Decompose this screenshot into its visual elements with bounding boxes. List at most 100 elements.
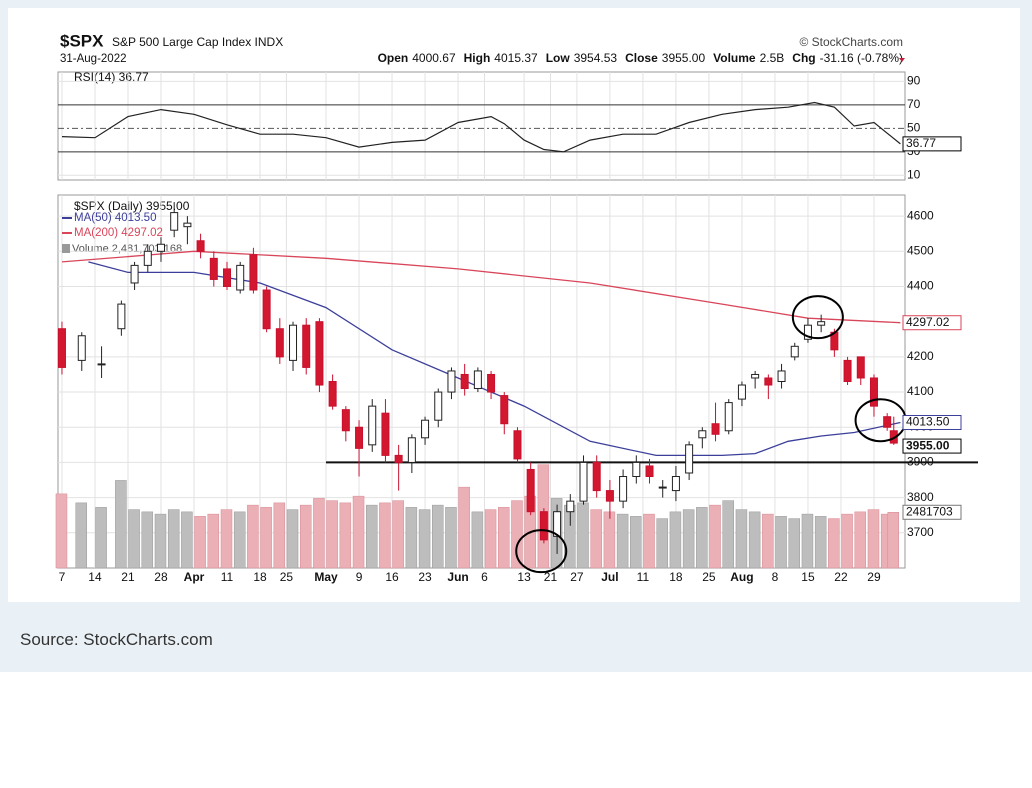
candle-body <box>130 264 139 284</box>
candle-body <box>302 324 311 368</box>
volume-bar <box>511 500 523 569</box>
candle-body <box>711 423 720 435</box>
rsi-tick-label: 70 <box>907 97 921 111</box>
volume-bar <box>392 500 404 569</box>
rsi-tick-label: 50 <box>907 121 921 135</box>
rsi-end-label-box <box>902 136 962 152</box>
x-tick-label: Aug <box>730 570 753 584</box>
volume-bar <box>181 511 193 569</box>
copyright: © StockCharts.com <box>799 35 903 49</box>
y-tick-label: 4500 <box>907 243 934 257</box>
y-tick-label: 4200 <box>907 349 934 363</box>
volume-bar <box>75 502 88 569</box>
volume-bar <box>603 511 616 569</box>
volume-bar <box>577 502 589 569</box>
candle-body <box>183 222 192 228</box>
field-value: -31.16 (-0.78%) <box>820 51 903 65</box>
candle-body <box>566 500 575 513</box>
ma200-label-box <box>902 315 962 331</box>
volume-bar <box>418 509 431 569</box>
field-label: Close <box>625 51 658 65</box>
volume-bar <box>445 507 457 569</box>
candle-body <box>724 402 733 432</box>
x-tick-label: 21 <box>544 570 558 584</box>
candle-body <box>671 476 680 492</box>
candle-body <box>553 511 562 537</box>
volume-bar <box>748 511 761 569</box>
candle-body <box>817 321 826 326</box>
field-value: 3954.53 <box>574 51 618 65</box>
candle-body <box>658 486 667 489</box>
x-tick-label: 16 <box>385 570 399 584</box>
x-tick-label: 21 <box>121 570 135 584</box>
field-value: 4000.67 <box>412 51 456 65</box>
source: Source: StockCharts.com <box>20 630 213 649</box>
volume-bar <box>233 511 246 569</box>
field-value: 4015.37 <box>494 51 538 65</box>
candle-body <box>434 391 443 421</box>
volume-label-box <box>902 504 962 520</box>
legend-entry: MA(50) 4013.50 <box>74 212 156 224</box>
volume-bar <box>95 507 107 569</box>
candle-body <box>262 289 271 330</box>
x-tick-label: 22 <box>834 570 848 584</box>
volume-bar <box>722 500 734 569</box>
y-tick-label: 3800 <box>907 490 934 504</box>
volume-bar <box>801 513 814 569</box>
candle-body <box>539 511 548 541</box>
candle-body <box>685 444 694 474</box>
x-tick-label: 18 <box>253 570 267 584</box>
volume-bar <box>313 498 325 569</box>
volume-bar <box>220 509 233 569</box>
volume-bar <box>207 513 220 569</box>
x-tick-label: 29 <box>867 570 881 584</box>
candle-body <box>592 461 601 492</box>
volume-bar <box>299 504 312 569</box>
volume-bar <box>247 504 259 569</box>
legend-entry: MA(200) 4297.02 <box>74 227 163 239</box>
candle-body <box>236 264 245 291</box>
volume-bar <box>326 500 338 569</box>
date: 31-Aug-2022 <box>60 53 127 65</box>
volume-bar <box>273 502 286 569</box>
candle-body <box>394 454 403 463</box>
candle-body <box>97 363 106 366</box>
candle-body <box>249 254 258 291</box>
candle-body <box>619 476 628 502</box>
candle-body <box>460 373 469 390</box>
candle-body <box>513 430 522 460</box>
x-tick-label: 23 <box>418 570 432 584</box>
y-tick-label: 4100 <box>907 384 934 398</box>
ma-line <box>88 261 901 457</box>
candle-body <box>856 356 865 379</box>
candle-body <box>790 345 799 358</box>
candle-body <box>777 370 786 382</box>
candle-body <box>315 321 324 386</box>
candle-body <box>143 250 152 266</box>
index-name: S&P 500 Large Cap Index INDX <box>112 35 283 49</box>
candle-body <box>368 405 377 446</box>
legend-icon <box>62 244 70 253</box>
rsi-tick-label: 10 <box>907 167 921 181</box>
volume-bar <box>405 507 418 569</box>
candle-body <box>407 437 416 463</box>
volume-bar <box>775 516 787 569</box>
field-label: Low <box>546 51 571 65</box>
close-label-box <box>902 438 962 454</box>
volume-bar <box>128 509 140 569</box>
candle-body <box>341 409 350 432</box>
volume-bar <box>735 509 748 569</box>
ma50-label-box <box>902 414 962 430</box>
candle-body <box>77 335 86 361</box>
volume-legend: Volume 2,481,703,168 <box>72 243 182 255</box>
rsi-tick-label: 90 <box>907 74 921 88</box>
x-tick-label: 6 <box>481 570 488 584</box>
symbol: $SPX <box>60 31 104 50</box>
candle-body <box>381 412 390 456</box>
candle-body <box>57 328 66 368</box>
candle-body <box>473 370 482 390</box>
candle-body <box>421 419 430 439</box>
volume-bar <box>260 507 272 569</box>
candle-body <box>764 377 773 386</box>
